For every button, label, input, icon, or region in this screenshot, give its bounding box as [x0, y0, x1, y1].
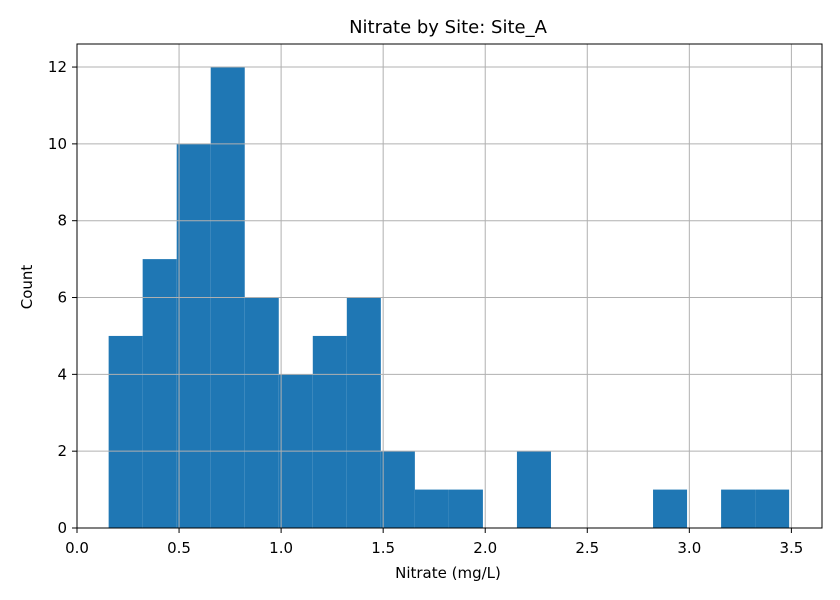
x-tick-label: 0.0	[65, 539, 89, 557]
x-tick-label: 0.5	[167, 539, 191, 557]
x-tick-label: 1.0	[269, 539, 293, 557]
y-axis-label: Count	[18, 265, 36, 310]
x-tick-label: 3.5	[779, 539, 803, 557]
histogram-bar	[346, 297, 381, 528]
y-tick-label: 8	[57, 212, 67, 230]
histogram-bar	[516, 451, 551, 528]
x-tick-label: 2.5	[575, 539, 599, 557]
plot-frame	[76, 43, 823, 529]
y-tick-label: 10	[48, 135, 67, 153]
histogram-bar	[448, 489, 483, 528]
histogram-bar	[108, 335, 143, 528]
ticks: 0.0 0.5 1.0 1.5 2.0 2.5 3.0 3.5 0 2 4 6 8 10 12	[48, 58, 803, 557]
axes	[76, 43, 823, 529]
histogram-bar	[755, 489, 790, 528]
chart-title: Nitrate by Site: Site_A	[349, 17, 548, 38]
x-axis-label: Nitrate (mg/L)	[395, 564, 501, 582]
histogram-bar	[142, 259, 177, 528]
y-tick-label: 0	[57, 519, 67, 537]
y-tick-label: 4	[57, 365, 67, 383]
histogram-bar	[653, 489, 688, 528]
histogram-bar	[176, 143, 211, 528]
x-tick-label: 2.0	[473, 539, 497, 557]
histogram-bar	[380, 451, 415, 528]
histogram-bar	[414, 489, 449, 528]
x-tick-label: 3.0	[677, 539, 701, 557]
x-tick-label: 1.5	[371, 539, 395, 557]
histogram-bar	[721, 489, 756, 528]
histogram-bar	[244, 297, 279, 528]
y-tick-label: 12	[48, 58, 67, 76]
histogram-bar	[312, 335, 347, 528]
y-tick-label: 2	[57, 442, 67, 460]
y-tick-label: 6	[57, 289, 67, 307]
